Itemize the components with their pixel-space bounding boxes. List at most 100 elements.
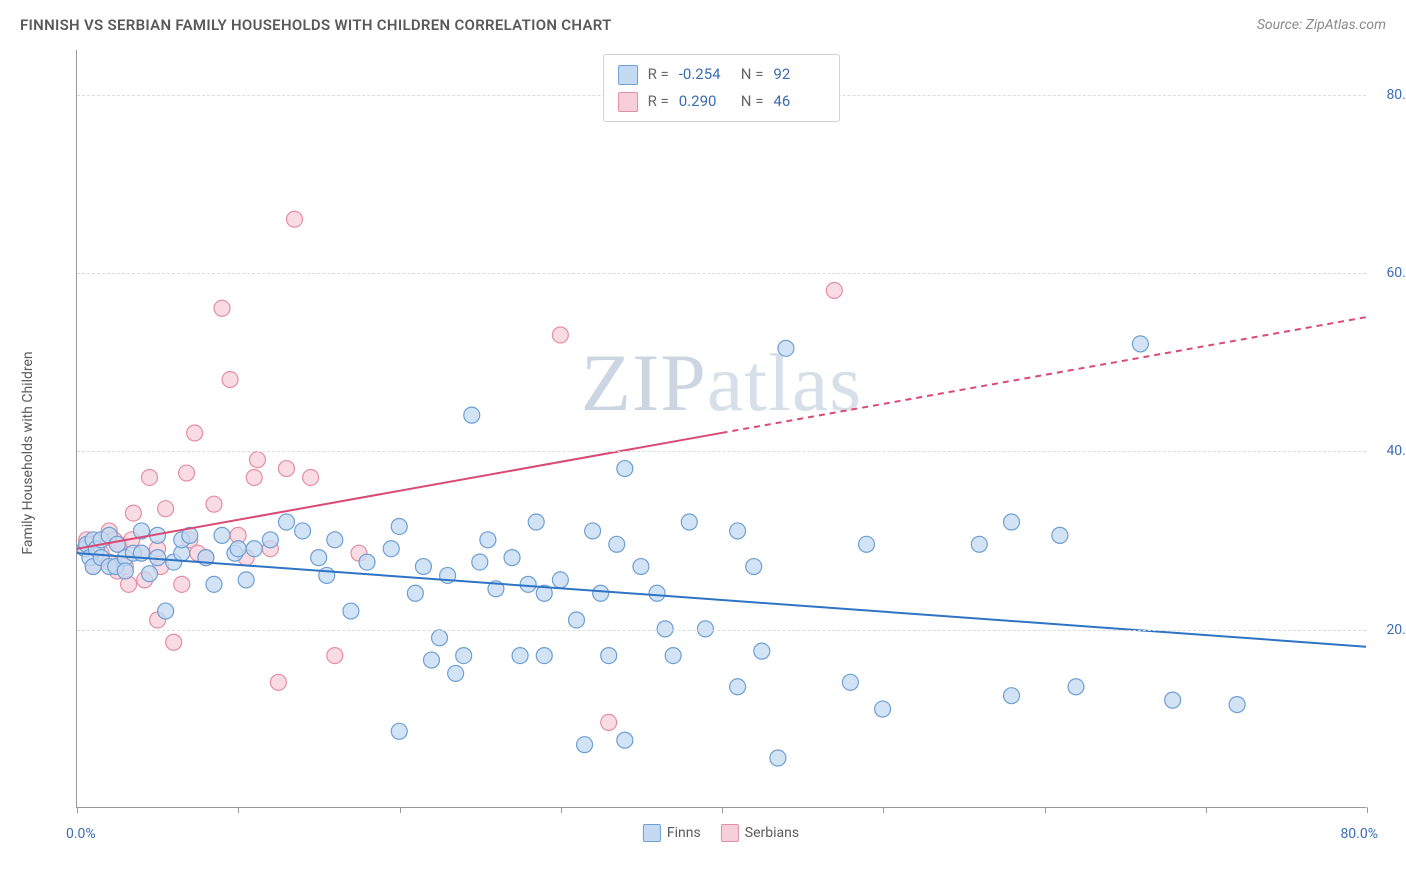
scatter-point [142, 469, 158, 485]
scatter-point [754, 643, 770, 659]
scatter-point [246, 469, 262, 485]
stats-n-label: N = [741, 88, 764, 115]
plot-area: ZIPatlas 20.0%40.0%60.0%80.0% R =-0.254N… [76, 50, 1366, 808]
y-tick-label: 80.0% [1386, 87, 1406, 103]
legend-swatch [643, 824, 661, 842]
gridline-h [77, 273, 1366, 274]
scatter-point [238, 572, 254, 588]
gridline-h [77, 451, 1366, 452]
stats-r-value: -0.254 [679, 61, 731, 88]
scatter-point [125, 505, 141, 521]
chart-container: Family Households with Children ZIPatlas… [50, 50, 1390, 840]
scatter-point [230, 541, 246, 557]
legend-label: Serbians [745, 825, 799, 841]
stats-r-label: R = [648, 88, 669, 115]
scatter-point [270, 674, 286, 690]
scatter-point [359, 554, 375, 570]
stats-r-label: R = [648, 61, 669, 88]
scatter-point [423, 652, 439, 668]
scatter-point [448, 665, 464, 681]
scatter-point [303, 469, 319, 485]
stats-n-value: 92 [773, 61, 825, 88]
trend-line [77, 553, 1366, 647]
source-name: ZipAtlas.com [1306, 17, 1386, 33]
y-tick-label: 20.0% [1386, 622, 1406, 638]
scatter-point [681, 514, 697, 530]
scatter-point [1004, 514, 1020, 530]
chart-title: FINNISH VS SERBIAN FAMILY HOUSEHOLDS WIT… [20, 16, 612, 34]
scatter-point [730, 523, 746, 539]
scatter-point [174, 576, 190, 592]
scatter-point [262, 532, 278, 548]
scatter-point [601, 648, 617, 664]
scatter-point [319, 567, 335, 583]
scatter-point [456, 648, 472, 664]
scatter-point [383, 541, 399, 557]
stats-r-value: 0.290 [679, 88, 731, 115]
scatter-point [778, 340, 794, 356]
scatter-svg [77, 50, 1366, 807]
scatter-point [552, 572, 568, 588]
bottom-legend: Finns Serbians [643, 824, 799, 842]
scatter-point [842, 674, 858, 690]
stats-n-value: 46 [773, 88, 825, 115]
scatter-point [770, 750, 786, 766]
scatter-point [601, 714, 617, 730]
x-tick [1367, 807, 1368, 813]
x-axis-labels: 0.0% FinnsSerbians 80.0% [76, 810, 1366, 842]
scatter-point [1132, 336, 1148, 352]
stats-box: R = -0.254 N = 92 R = 0.290 N = 46 [603, 54, 841, 122]
scatter-point [552, 327, 568, 343]
scatter-point [327, 648, 343, 664]
scatter-point [206, 576, 222, 592]
scatter-point [649, 585, 665, 601]
scatter-point [504, 550, 520, 566]
scatter-point [206, 496, 222, 512]
scatter-point [568, 612, 584, 628]
scatter-point [480, 532, 496, 548]
scatter-point [327, 532, 343, 548]
scatter-point [520, 576, 536, 592]
scatter-point [222, 372, 238, 388]
scatter-point [214, 300, 230, 316]
legend-item: Finns [643, 824, 701, 842]
scatter-point [287, 211, 303, 227]
y-axis-label: Family Households with Children [20, 351, 36, 554]
gridline-h [77, 630, 1366, 631]
chart-source: Source: ZipAtlas.com [1257, 17, 1386, 33]
legend-swatch [721, 824, 739, 842]
source-label: Source: [1257, 17, 1306, 33]
scatter-point [585, 523, 601, 539]
scatter-point [617, 461, 633, 477]
scatter-point [295, 523, 311, 539]
y-tick-label: 40.0% [1386, 443, 1406, 459]
scatter-point [117, 563, 133, 579]
scatter-point [577, 737, 593, 753]
scatter-point [746, 559, 762, 575]
scatter-point [536, 648, 552, 664]
scatter-point [158, 501, 174, 517]
legend-label: Finns [667, 825, 701, 841]
stats-swatch [618, 65, 638, 85]
scatter-point [730, 679, 746, 695]
scatter-point [407, 585, 423, 601]
scatter-point [1004, 688, 1020, 704]
stats-row: R = 0.290 N = 46 [618, 88, 826, 115]
scatter-point [1052, 527, 1068, 543]
chart-header: FINNISH VS SERBIAN FAMILY HOUSEHOLDS WIT… [0, 0, 1406, 42]
scatter-point [971, 536, 987, 552]
stats-n-label: N = [741, 61, 764, 88]
scatter-point [158, 603, 174, 619]
stats-row: R = -0.254 N = 92 [618, 61, 826, 88]
scatter-point [187, 425, 203, 441]
scatter-point [432, 630, 448, 646]
scatter-point [246, 541, 262, 557]
scatter-point [875, 701, 891, 717]
scatter-point [633, 559, 649, 575]
scatter-point [528, 514, 544, 530]
scatter-point [512, 648, 528, 664]
scatter-point [166, 634, 182, 650]
x-max-label: 80.0% [1340, 826, 1378, 842]
x-min-label: 0.0% [66, 826, 96, 842]
scatter-point [609, 536, 625, 552]
